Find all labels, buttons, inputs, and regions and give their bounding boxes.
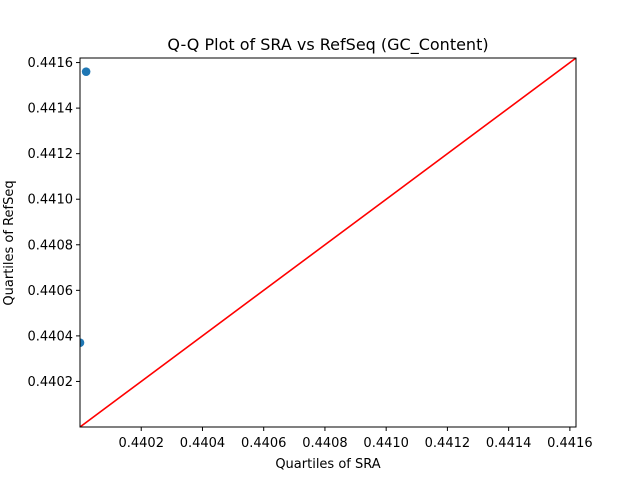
x-tick-label-2: 0.4404 <box>180 436 226 451</box>
y-tick-label-7: 0.4414 <box>28 102 74 117</box>
y-tick-label-6: 0.4412 <box>28 147 74 162</box>
y-tick-label-3: 0.4406 <box>28 284 74 299</box>
x-tick-label-1: 0.4402 <box>118 436 164 451</box>
y-tick-label-4: 0.4408 <box>28 238 74 253</box>
x-tick-label-6: 0.4412 <box>425 436 471 451</box>
x-axis-title: Quartiles of SRA <box>275 457 380 472</box>
x-tick-label-8: 0.4416 <box>547 436 593 451</box>
y-tick-label-8: 0.4416 <box>28 56 74 71</box>
y-axis-title: Quartiles of RefSeq <box>2 180 17 305</box>
chart-title: Q-Q Plot of SRA vs RefSeq (GC_Content) <box>167 35 488 55</box>
plot-area: 0.4402 0.4404 0.4406 0.4408 0.4410 0.4412 0.44… <box>28 56 593 451</box>
y-tick-label-1: 0.4402 <box>28 375 74 390</box>
data-marks <box>80 58 576 427</box>
scatter-point-2 <box>81 67 91 76</box>
x-tick-label-7: 0.4414 <box>486 436 532 451</box>
x-tick-label-3: 0.4406 <box>241 436 287 451</box>
y-tick-label-2: 0.4404 <box>28 329 74 344</box>
x-tick-label-4: 0.4408 <box>302 436 348 451</box>
axes-frame <box>79 57 577 428</box>
scatter-point-1 <box>80 338 85 348</box>
reference-line <box>80 58 576 427</box>
y-tick-label-5: 0.4410 <box>28 193 74 208</box>
x-tick-label-5: 0.4410 <box>363 436 409 451</box>
